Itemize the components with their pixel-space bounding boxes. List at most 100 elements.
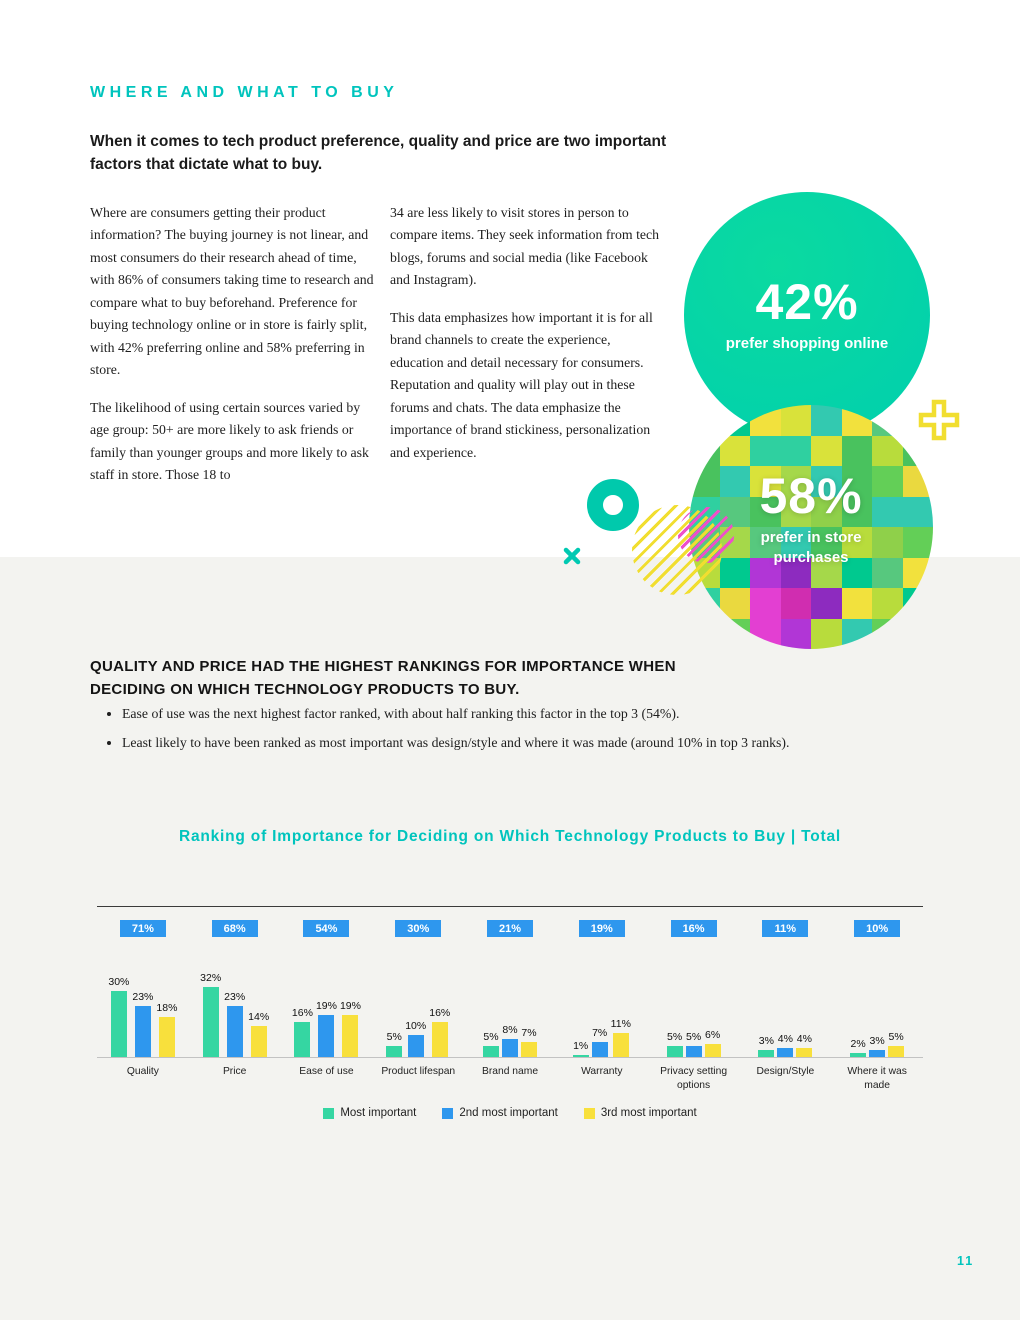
- chart-group: 68% 32% 23% 14% Price: [188, 907, 281, 1095]
- mosaic-cell: [841, 618, 872, 649]
- mosaic-cell: [872, 527, 903, 558]
- bar: [431, 1021, 448, 1057]
- mosaic-cell: [811, 588, 842, 619]
- bar-value-label: 11%: [610, 1017, 631, 1030]
- mosaic-cell: [872, 618, 903, 649]
- bar-group: 5% 5% 6%: [647, 937, 740, 1058]
- bar-value-label: 5%: [386, 1031, 402, 1043]
- top3-total-badge: 71%: [119, 920, 166, 937]
- bar-column: 16%: [292, 1007, 313, 1057]
- bar: [850, 1052, 867, 1057]
- mosaic-cell: [902, 527, 933, 558]
- top3-total-badge: 19%: [578, 920, 625, 937]
- mosaic-cell: [780, 405, 811, 436]
- legend-label: Most important: [340, 1107, 417, 1119]
- mosaic-cell: [780, 527, 811, 558]
- chart-group: 11% 3% 4% 4% Design/Style: [739, 907, 832, 1095]
- bar-value-label: 7%: [521, 1026, 537, 1039]
- bar-column: 23%: [132, 991, 153, 1057]
- chart-group: 16% 5% 5% 6% Privacy setting options: [647, 907, 740, 1095]
- bar: [502, 1039, 519, 1057]
- bar-column: 1%: [572, 1039, 589, 1057]
- legend-swatch: [583, 1107, 595, 1119]
- bar: [888, 1046, 905, 1057]
- bar: [704, 1043, 721, 1057]
- bar-group: 1% 7% 11%: [555, 937, 648, 1058]
- bar: [386, 1046, 403, 1057]
- bar-column: 4%: [796, 1033, 813, 1057]
- bar: [685, 1046, 702, 1057]
- bar: [796, 1048, 813, 1057]
- mosaic-cell: [689, 466, 720, 497]
- bar-column: 5%: [666, 1031, 683, 1057]
- bar-value-label: 2%: [850, 1037, 866, 1050]
- mosaic-cell: [872, 405, 903, 436]
- bar: [572, 1054, 589, 1057]
- mosaic-cell: [811, 466, 842, 497]
- mosaic-cell: [902, 435, 933, 466]
- chart-group: 19% 1% 7% 11% Warranty: [555, 907, 648, 1095]
- intro-paragraph: The likelihood of using certain sources …: [90, 399, 369, 483]
- bar-value-label: 1%: [573, 1039, 589, 1052]
- mosaic-cell: [902, 557, 933, 588]
- stat-value-in-store: 58%: [759, 468, 863, 524]
- category-label: Privacy setting options: [660, 1066, 728, 1091]
- page-number: 11: [957, 1254, 975, 1268]
- mosaic-cell: [689, 588, 720, 619]
- mosaic-cell: [872, 496, 903, 527]
- top3-total-badge: 54%: [303, 920, 350, 937]
- legend-label: 2nd most important: [459, 1107, 558, 1119]
- bar: [250, 1026, 267, 1057]
- mosaic-cell: [750, 466, 781, 497]
- chart-legend: Most important 2nd most important 3rd most…: [97, 1107, 923, 1119]
- mosaic-cell: [719, 557, 750, 588]
- mosaic-cell: [902, 466, 933, 497]
- mosaic-cell: [902, 405, 933, 436]
- mosaic-cell: [750, 618, 781, 649]
- legend-item: Most important: [323, 1107, 416, 1119]
- intro-column-2: 34 are less likely to visit stores in pe…: [390, 202, 666, 479]
- section-background: [0, 557, 1020, 1320]
- mosaic-cell: [750, 588, 781, 619]
- bar-group: 16% 19% 19%: [280, 937, 373, 1058]
- mosaic-cell: [780, 496, 811, 527]
- mosaic-cell: [811, 618, 842, 649]
- bar-value-label: 16%: [429, 1006, 451, 1019]
- bar-column: 32%: [200, 972, 221, 1057]
- mosaic-cell: [750, 435, 781, 466]
- mosaic-cell: [780, 618, 811, 649]
- bar-value-label: 5%: [483, 1031, 499, 1043]
- bar-group: 30% 23% 18%: [97, 937, 189, 1058]
- chart-group: 10% 2% 3% 5% Where it was made: [831, 907, 924, 1095]
- mosaic-cell: [719, 618, 750, 649]
- bar-value-label: 5%: [666, 1031, 683, 1043]
- bar-value-label: 3%: [869, 1035, 885, 1048]
- bar-group: 2% 3% 5%: [831, 937, 924, 1058]
- mosaic-cell: [841, 588, 872, 619]
- bar: [134, 1006, 151, 1057]
- bar-column: 4%: [777, 1033, 794, 1057]
- mosaic-cell: [689, 435, 720, 466]
- bar: [777, 1048, 794, 1057]
- bar-column: 16%: [429, 1007, 450, 1057]
- yellow-stripes-decoration: [632, 505, 722, 595]
- bar-column: 5%: [888, 1031, 905, 1057]
- mosaic-cell: [902, 496, 933, 527]
- top3-total-badge: 21%: [487, 920, 534, 937]
- mosaic-cell: [780, 588, 811, 619]
- page-heading: When it comes to tech product preference…: [90, 133, 667, 174]
- bar-group: 5% 10% 16%: [372, 937, 465, 1058]
- stat-circle-online: 42% prefer shopping online: [684, 192, 930, 438]
- stat-label-in-store: prefer in store purchases: [760, 529, 862, 566]
- bar-column: 6%: [704, 1029, 721, 1057]
- bar: [666, 1046, 683, 1057]
- bar: [226, 1006, 243, 1057]
- top3-total-badge: 10%: [854, 920, 901, 937]
- stat-text-in-store: 58% prefer in store purchases: [689, 405, 933, 641]
- mosaic-cell: [811, 405, 842, 436]
- bar-value-label: 30%: [108, 976, 130, 988]
- legend-item: 3rd most important: [583, 1107, 697, 1119]
- legend-swatch: [442, 1107, 454, 1119]
- mosaic-cell: [780, 557, 811, 588]
- mosaic-cell: [902, 588, 933, 619]
